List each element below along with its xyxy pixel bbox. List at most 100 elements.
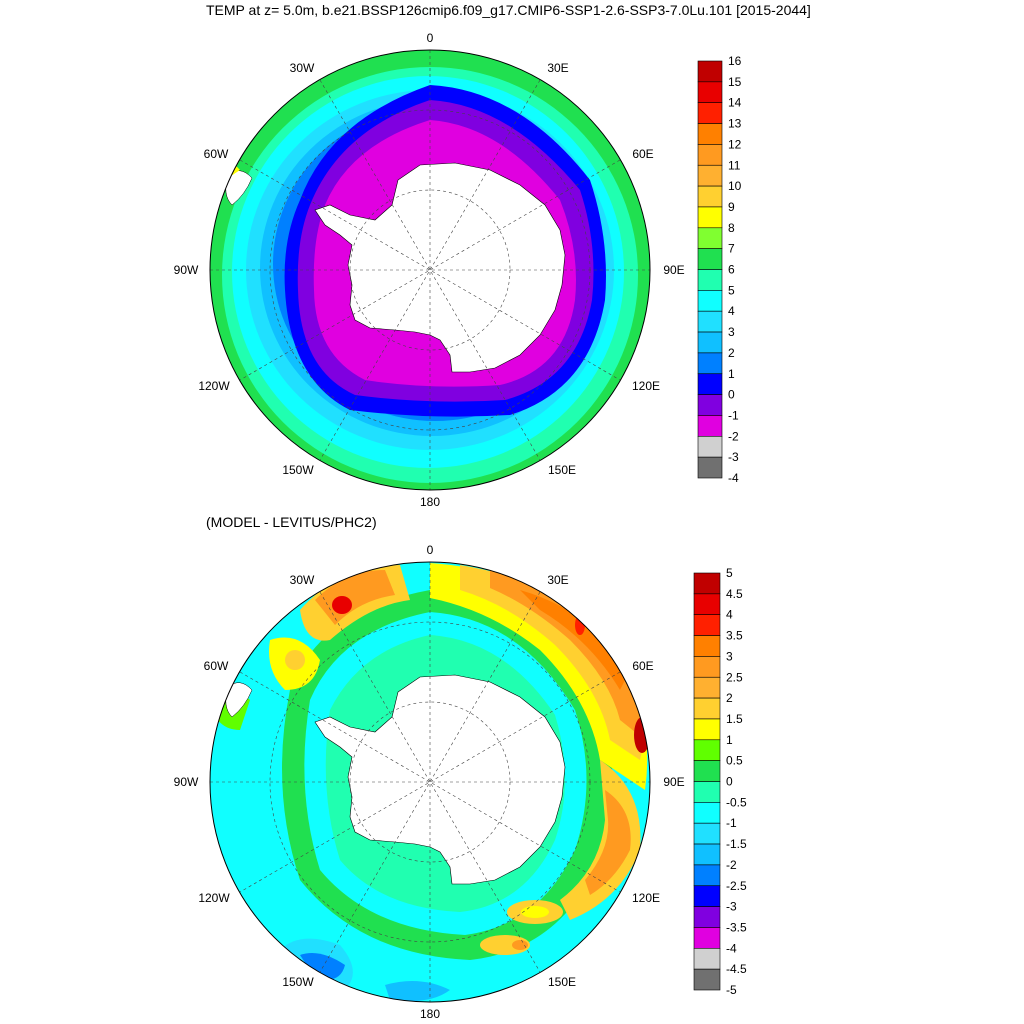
panel1-title: TEMP at z= 5.0m, b.e21.BSSP126cmip6.f09_… bbox=[206, 2, 811, 18]
panel2-lon-150w: 150W bbox=[282, 975, 314, 989]
panel1-colorbar-tick-label: -3 bbox=[728, 450, 739, 464]
panel2-colorbar-tick-label: 2.5 bbox=[726, 670, 743, 684]
panel2-lon-90w: 90W bbox=[174, 775, 199, 789]
panel1-colorbar-swatch bbox=[697, 185, 723, 208]
panel2-colorbar-swatch bbox=[693, 656, 721, 678]
panel1-colorbar-tick-label: 7 bbox=[728, 242, 735, 256]
panel1-colorbar-tick-label: 0 bbox=[728, 388, 735, 402]
panel1-lon-120w: 120W bbox=[198, 379, 230, 393]
panel2-colorbar-tick-label: 0 bbox=[726, 775, 733, 789]
panel2-lon-150e: 150E bbox=[548, 975, 576, 989]
panel2-colorbar: 5 4.5 4 3.5 3 2.5 2 1.5 1 0.5 0 -0.5 -1 -1.5 -2 -2.5 -3 -… bbox=[693, 566, 747, 997]
panel1-colorbar-swatch bbox=[697, 373, 723, 395]
panel2-colorbar-swatch bbox=[693, 781, 721, 803]
panel2-colorbar-tick-label: 4.5 bbox=[726, 587, 743, 601]
panel2-colorbar-swatch bbox=[693, 802, 721, 824]
panel2-colorbar-swatch bbox=[693, 593, 721, 615]
panel1-colorbar-swatch bbox=[697, 164, 723, 187]
panel2-lon-30e: 30E bbox=[547, 573, 568, 587]
panel1-colorbar-swatch bbox=[697, 60, 723, 83]
panel2-colorbar-swatch bbox=[693, 718, 721, 741]
panel2-colorbar-swatch bbox=[693, 760, 721, 782]
panel1-colorbar-tick-label: 11 bbox=[728, 158, 741, 172]
panel2-colorbar-swatch bbox=[693, 635, 721, 657]
panel1-colorbar-tick-label: 15 bbox=[728, 75, 742, 89]
panel1-colorbar-swatch bbox=[697, 331, 723, 354]
panel2-colorbar-tick-label: -1.5 bbox=[726, 837, 747, 851]
panel1-colorbar-tick-label: 6 bbox=[728, 263, 735, 277]
panel1-colorbar-swatch bbox=[697, 81, 723, 103]
panel2-colorbar-tick-label: 1.5 bbox=[726, 712, 743, 726]
panel1-colorbar-tick-label: -2 bbox=[728, 429, 739, 443]
panel1-colorbar-tick-label: 2 bbox=[728, 346, 735, 360]
panel1-colorbar-swatch bbox=[697, 227, 723, 249]
panel2-lon-120w: 120W bbox=[198, 891, 230, 905]
panel1-colorbar-swatch bbox=[697, 394, 723, 416]
panel1-lon-180: 180 bbox=[420, 495, 440, 509]
panel1-colorbar-tick-label: 1 bbox=[728, 367, 735, 381]
panel1-lon-60w: 60W bbox=[204, 147, 229, 161]
panel1-colorbar-swatch bbox=[697, 310, 723, 333]
panel1-colorbar-tick-label: 13 bbox=[728, 117, 742, 131]
panel1-colorbar-swatch bbox=[697, 269, 723, 291]
panel1-colorbar-tick-label: 16 bbox=[728, 54, 742, 68]
panel1-colorbar-swatch bbox=[697, 290, 723, 312]
panel2-colorbar-tick-label: 3.5 bbox=[726, 629, 743, 643]
panel1-colorbar-swatch bbox=[697, 248, 723, 270]
panel2-colorbar-swatch bbox=[693, 885, 721, 907]
panel2-colorbar-swatch bbox=[693, 822, 721, 845]
panel1-colorbar-tick-label: 10 bbox=[728, 179, 742, 193]
panel2-lon-30w: 30W bbox=[290, 573, 315, 587]
panel1-lon-150e: 150E bbox=[548, 463, 576, 477]
panel2-lon-60e: 60E bbox=[632, 659, 653, 673]
panel2-colorbar-tick-label: -3 bbox=[726, 900, 737, 914]
panel2-lon-120e: 120E bbox=[632, 891, 660, 905]
panel1-lon-90e: 90E bbox=[663, 263, 684, 277]
panel2-colorbar-swatch bbox=[693, 864, 721, 887]
panel1-colorbar-tick-label: -4 bbox=[728, 471, 739, 485]
panel2-colorbar-swatch bbox=[693, 697, 721, 720]
panel2-lon-90e: 90E bbox=[663, 775, 684, 789]
panel2-colorbar-swatch bbox=[693, 947, 721, 970]
panel1-colorbar-swatch bbox=[697, 352, 723, 375]
panel2-colorbar-tick-label: -2 bbox=[726, 858, 737, 872]
panel2-colorbar-swatch bbox=[693, 927, 721, 949]
panel1-colorbar-tick-label: -1 bbox=[728, 408, 739, 422]
panel2-lon-0: 0 bbox=[427, 543, 434, 557]
panel2-map-border bbox=[209, 561, 651, 1003]
panel1-colorbar-tick-label: 8 bbox=[728, 221, 735, 235]
panel1-lon-30w: 30W bbox=[290, 61, 315, 75]
panel1-colorbar-tick-label: 4 bbox=[728, 304, 735, 318]
panel2-colorbar-tick-label: -1 bbox=[726, 816, 737, 830]
panel2-colorbar-tick-label: -4 bbox=[726, 941, 737, 955]
panel2-lon-180: 180 bbox=[420, 1007, 440, 1021]
panel2-colorbar-swatch bbox=[693, 676, 721, 699]
panel2-colorbar-tick-label: -3.5 bbox=[726, 920, 747, 934]
panel1-lon-90w: 90W bbox=[174, 263, 199, 277]
panel2-colorbar-tick-label: 5 bbox=[726, 566, 733, 580]
panel2-colorbar-tick-label: 2 bbox=[726, 691, 733, 705]
panel2-colorbar-tick-label: 0.5 bbox=[726, 754, 743, 768]
panel2-colorbar-tick-label: 4 bbox=[726, 608, 733, 622]
panel1-colorbar-swatch bbox=[697, 123, 723, 145]
panel1-lon-120e: 120E bbox=[632, 379, 660, 393]
panel1-colorbar-swatch bbox=[697, 206, 723, 229]
panel1-lon-150w: 150W bbox=[282, 463, 314, 477]
panel1-colorbar-swatch bbox=[697, 144, 723, 166]
panel1-colorbar-tick-label: 14 bbox=[728, 96, 742, 110]
panel1-colorbar-tick-label: 9 bbox=[728, 200, 735, 214]
panel1-colorbar-swatch bbox=[697, 435, 723, 458]
panel1-map-border bbox=[209, 49, 651, 491]
panel2-lon-60w: 60W bbox=[204, 659, 229, 673]
panel2-colorbar-swatch bbox=[693, 572, 721, 595]
panel2-colorbar-swatch bbox=[693, 843, 721, 866]
panel2-colorbar-swatch bbox=[693, 739, 721, 761]
panel1-colorbar-swatch bbox=[697, 456, 723, 479]
panel1-lon-60e: 60E bbox=[632, 147, 653, 161]
panel2-colorbar-tick-label: -5 bbox=[726, 983, 737, 997]
panel1-colorbar-tick-label: 5 bbox=[728, 283, 735, 297]
panel2-colorbar-swatch bbox=[693, 614, 721, 636]
panel1-lon-30e: 30E bbox=[547, 61, 568, 75]
